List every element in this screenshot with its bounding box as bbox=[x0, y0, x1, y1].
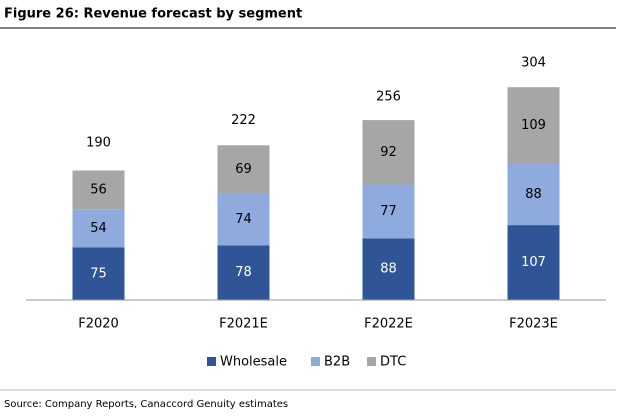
legend-swatch bbox=[207, 357, 216, 366]
legend-label: DTC bbox=[380, 355, 406, 370]
bar-segment bbox=[507, 163, 560, 226]
bar-segment bbox=[217, 193, 270, 246]
data-label: 92 bbox=[380, 145, 397, 160]
legend-swatch bbox=[311, 357, 320, 366]
legend-label: Wholesale bbox=[220, 355, 287, 370]
data-label: 75 bbox=[90, 266, 107, 281]
data-label: 107 bbox=[521, 255, 546, 270]
chart-title: Figure 26: Revenue forecast by segment bbox=[4, 7, 302, 22]
x-tick-label: F2023E bbox=[509, 317, 558, 332]
data-label: 109 bbox=[521, 118, 546, 133]
data-label: 69 bbox=[235, 162, 252, 177]
x-tick-label: F2022E bbox=[364, 317, 413, 332]
total-label: 190 bbox=[86, 136, 111, 151]
bar-segment bbox=[362, 184, 415, 239]
bar-segment bbox=[507, 225, 560, 300]
source-note: Source: Company Reports, Canaccord Genui… bbox=[4, 399, 288, 410]
data-label: 78 bbox=[235, 265, 252, 280]
bar-segment bbox=[72, 170, 125, 210]
x-tick-label: F2021E bbox=[219, 317, 268, 332]
x-tick-label: F2020 bbox=[78, 317, 119, 332]
legend-label: B2B bbox=[324, 355, 350, 370]
data-label: 56 bbox=[90, 183, 107, 198]
bar-segment bbox=[362, 120, 415, 185]
data-label: 54 bbox=[90, 221, 107, 236]
data-label: 77 bbox=[380, 204, 397, 219]
bar-segment bbox=[217, 245, 270, 300]
bar-segment bbox=[72, 247, 125, 300]
bar-segment bbox=[507, 87, 560, 164]
total-label: 222 bbox=[231, 113, 256, 128]
bar-segment bbox=[362, 238, 415, 300]
data-label: 88 bbox=[380, 262, 397, 277]
legend-swatch bbox=[367, 357, 376, 366]
bar-segment bbox=[72, 209, 125, 248]
data-label: 74 bbox=[235, 212, 252, 227]
data-label: 88 bbox=[525, 187, 542, 202]
total-label: 304 bbox=[521, 56, 546, 71]
bar-segment bbox=[217, 145, 270, 194]
total-label: 256 bbox=[376, 89, 401, 104]
